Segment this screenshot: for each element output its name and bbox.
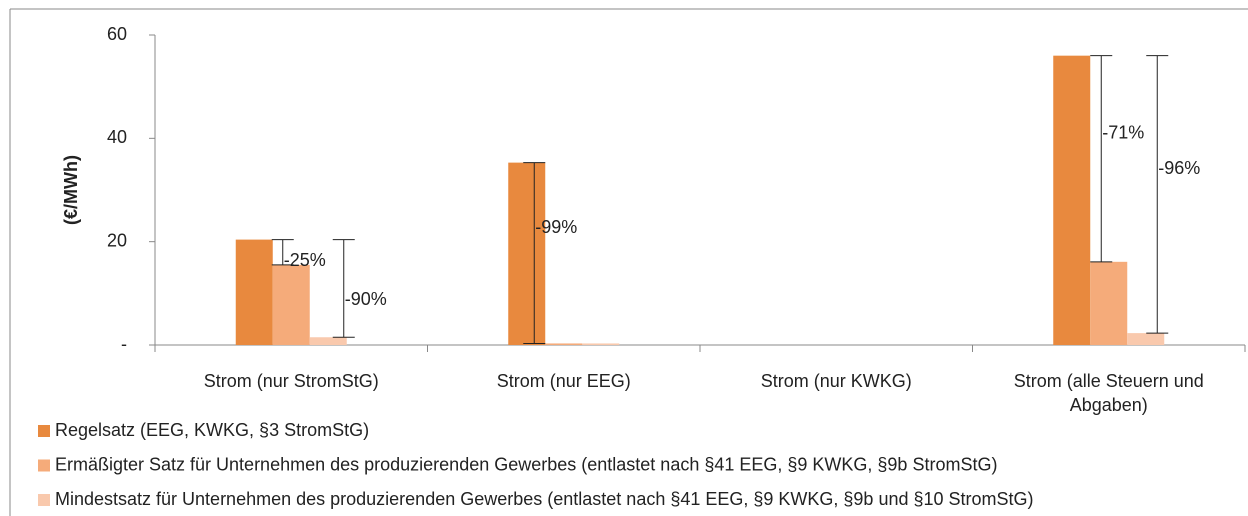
x-tick-label: Strom (nur EEG): [496, 371, 631, 391]
annotation: -25%: [284, 250, 326, 270]
bar: [272, 264, 310, 345]
annotation: -96%: [1158, 158, 1200, 178]
y-axis-label: (€/MWh): [61, 155, 81, 225]
legend-label: Mindestsatz für Unternehmen des produzie…: [55, 489, 1034, 509]
legend-swatch: [38, 459, 50, 472]
bar: [309, 337, 347, 345]
bar: [1053, 55, 1091, 346]
bar: [582, 343, 620, 345]
annotation: -71%: [1102, 122, 1144, 142]
annotation: -99%: [535, 217, 577, 237]
legend-label: Ermäßigter Satz für Unternehmen des prod…: [55, 454, 997, 474]
y-tick-label: 40: [107, 127, 127, 147]
annotation: -90%: [345, 289, 387, 309]
legend-swatch: [38, 494, 50, 506]
y-tick-label: 60: [107, 24, 127, 44]
bar: [235, 239, 273, 345]
legend-swatch: [38, 425, 50, 437]
x-tick-label: Strom (nur KWKG): [760, 371, 912, 391]
bar: [1090, 261, 1128, 345]
x-tick-label: Strom (nur StromStG): [203, 371, 379, 391]
y-tick-label: -: [121, 334, 127, 354]
bar: [508, 162, 546, 345]
bar: [1127, 333, 1165, 345]
legend-label: Regelsatz (EEG, KWKG, §3 StromStG): [55, 420, 369, 440]
bar: [545, 343, 583, 345]
y-tick-label: 20: [107, 230, 127, 250]
x-tick-label: Strom (alle Steuern und Abgaben): [1013, 371, 1204, 415]
